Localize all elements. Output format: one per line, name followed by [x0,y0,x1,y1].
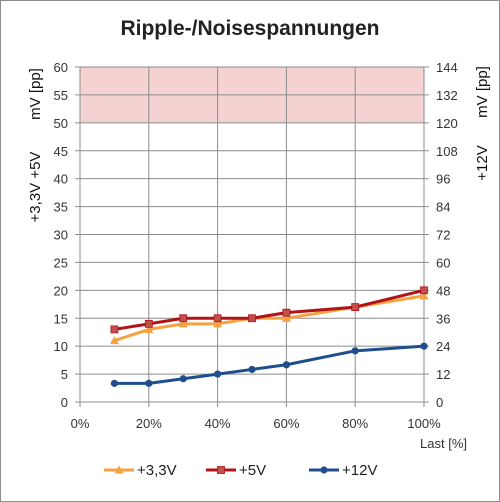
y-right-axis-title: +12V [474,145,491,180]
series-1 [110,286,428,334]
y-left-tick-label: 45 [54,144,68,159]
data-point [144,324,154,334]
y-left-axis-unit: mV [pp] [27,68,44,120]
legend-item: +5V [206,462,266,479]
y-right-tick-label: 120 [436,116,458,131]
y-right-tick-label: 132 [436,88,458,103]
legend-marker [320,466,328,474]
y-left-tick-label: 0 [61,395,68,410]
legend-marker [114,465,124,474]
y-right-axis-unit: mV [pp] [474,66,491,118]
y-right-tick-label: 108 [436,144,458,159]
axes-layer [75,66,429,407]
y-left-axis-title: +3,3V +5V [27,152,44,223]
data-point [179,375,187,383]
y-right-tick-label: 60 [436,255,450,270]
data-point [248,314,256,323]
data-point [282,308,291,317]
series-2 [110,342,428,387]
series-line [114,288,425,331]
plot-area-frame [79,66,425,403]
y-right-tick-label: 72 [436,228,450,243]
y-left-tick-label: 5 [61,367,68,382]
data-point [248,365,256,374]
x-tick-label: 0% [71,416,90,431]
x-tick-label: 40% [205,416,231,431]
data-point [351,303,360,311]
y-right-tick-label: 36 [436,311,450,326]
data-point [110,379,118,387]
x-tick-label: 100% [407,416,441,431]
data-point [110,325,119,334]
legend: +3,3V +5V +12V [104,462,377,479]
y-right-tick-label: 84 [436,200,450,215]
y-left-tick-label: 25 [54,255,68,270]
data-point [420,286,428,295]
data-point [281,313,291,322]
y-left-tick-label: 60 [54,60,68,75]
y-left-tick-label: 30 [54,228,68,243]
y-left-tick-label: 55 [54,88,68,103]
y-left-tick-label: 50 [54,116,68,131]
x-tick-label: 80% [342,416,368,431]
data-point [351,347,359,355]
y-left-tick-label: 40 [54,172,68,187]
legend-item: +12V [309,462,377,479]
data-point [420,342,428,350]
legend-item: +3,3V [104,462,177,479]
y-right-tick-label: 24 [436,339,450,354]
data-point [109,336,119,345]
x-tick-label: 20% [136,416,162,431]
y-right-tick-label: 144 [436,60,458,75]
y-right-tick-label: 0 [436,395,443,410]
legend-label: +12V [342,462,377,479]
data-point [178,319,188,328]
y-left-tick-label: 35 [54,200,68,215]
series-line [114,344,425,385]
y-right-tick-label: 48 [436,283,450,298]
x-tick-label: 60% [273,416,299,431]
series-layer [109,286,429,387]
data-point [179,314,188,323]
legend-label: +5V [239,462,266,479]
y-left-tick-label: 15 [54,311,68,326]
data-point [144,319,153,328]
data-point [419,291,429,300]
data-point [213,319,223,328]
x-axis-title: Last [%] [420,436,467,451]
y-left-tick-label: 10 [54,339,68,354]
data-point [145,379,153,387]
legend-marker [217,466,225,474]
y-right-tick-label: 12 [436,367,450,382]
data-point [214,370,222,378]
data-point [213,314,222,323]
legend-label: +3,3V [137,462,177,479]
data-point [282,361,290,369]
axis-labels-layer: 0 5 10 15 20 25 30 35 40 45 50 55 60 0 12 24 36 48 60 72 84 9… [27,60,491,451]
y-right-tick-label: 96 [436,172,450,187]
chart-title: Ripple-/Noisespannungen [120,17,379,40]
y-left-tick-label: 20 [54,283,68,298]
